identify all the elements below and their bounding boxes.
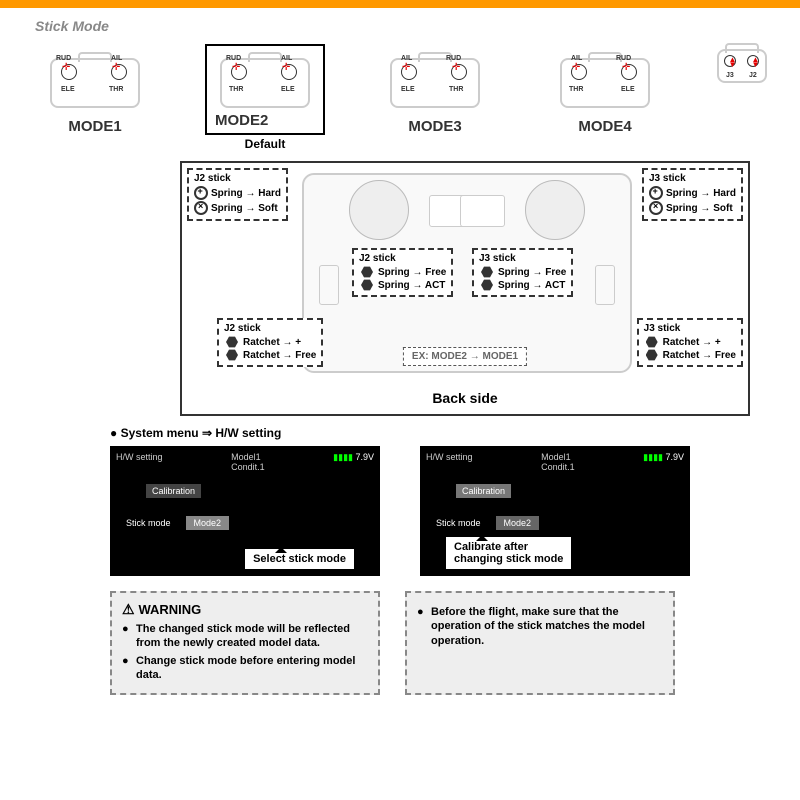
- stick-mode-label: Stick mode: [126, 518, 171, 528]
- menu-path: System menu ⇒ H/W setting: [110, 426, 800, 440]
- mode-label: MODE4: [578, 118, 631, 135]
- calibration-button[interactable]: Calibration: [146, 484, 201, 498]
- mode-select[interactable]: Mode2: [186, 516, 230, 530]
- modes-row: ✛ RUD ELE ✛ AIL THR MODE1 ✛ RUD THR ✛: [0, 44, 800, 151]
- back-side-title: Back side: [432, 390, 497, 406]
- screen-calibrate: H/W setting Model1Condit.1 ▮▮▮▮ 7.9V Cal…: [420, 446, 690, 576]
- transmitter-icon: ✛ AIL ELE ✛ RUD THR: [385, 50, 485, 110]
- stick-mode-label: Stick mode: [436, 518, 481, 528]
- transmitter-mini-icon: ▲▼ J3 ▲▼ J2: [715, 44, 770, 84]
- callout-j3-spring-freeact: J3 stick Spring → Free Spring → ACT: [472, 248, 573, 297]
- callout-j2-ratchet: J2 stick Ratchet → + Ratchet → Free: [217, 318, 323, 367]
- mode3: ✛ AIL ELE ✛ RUD THR MODE3: [375, 44, 495, 135]
- section-title: Stick Mode: [35, 18, 800, 34]
- mode-label: MODE3: [408, 118, 461, 135]
- mini-mode: ▲▼ J3 ▲▼ J2: [715, 44, 770, 84]
- warning-box-1: WARNING The changed stick mode will be r…: [110, 591, 380, 695]
- mode-select[interactable]: Mode2: [496, 516, 540, 530]
- default-label: Default: [245, 137, 286, 151]
- screen-select-mode: H/W setting Model1Condit.1 ▮▮▮▮ 7.9V Cal…: [110, 446, 380, 576]
- warning-item: The changed stick mode will be reflected…: [122, 622, 368, 651]
- warning-title: WARNING: [122, 601, 368, 618]
- speech-select-mode: Select stick mode: [244, 548, 355, 570]
- callout-j3-spring-hardsoft: J3 stick Spring → Hard Spring → Soft: [642, 168, 743, 221]
- mode2: ✛ RUD THR ✛ AIL ELE MODE2 Default: [205, 44, 325, 151]
- callout-j2-spring-freeact: J2 stick Spring → Free Spring → ACT: [352, 248, 453, 297]
- transmitter-icon: ✛ RUD ELE ✛ AIL THR: [45, 50, 145, 110]
- example-label: EX: MODE2 → MODE1: [403, 347, 527, 366]
- transmitter-icon: ✛ RUD THR ✛ AIL ELE: [215, 50, 315, 110]
- top-accent-bar: [0, 0, 800, 8]
- mode-label: MODE2: [215, 112, 315, 129]
- warning-item: Before the flight, make sure that the op…: [417, 605, 663, 648]
- transmitter-icon: ✛ AIL THR ✛ RUD ELE: [555, 50, 655, 110]
- calibration-button[interactable]: Calibration: [456, 484, 511, 498]
- back-side-diagram: J2 stick Spring → Hard Spring → Soft J3 …: [180, 161, 750, 416]
- warnings-row: WARNING The changed stick mode will be r…: [0, 591, 800, 695]
- callout-j3-ratchet: J3 stick Ratchet → + Ratchet → Free: [637, 318, 743, 367]
- speech-calibrate: Calibrate afterchanging stick mode: [445, 536, 572, 570]
- warning-item: Change stick mode before entering model …: [122, 654, 368, 683]
- callout-j2-spring-hardsoft: J2 stick Spring → Hard Spring → Soft: [187, 168, 288, 221]
- mode1: ✛ RUD ELE ✛ AIL THR MODE1: [35, 44, 155, 135]
- screens-row: H/W setting Model1Condit.1 ▮▮▮▮ 7.9V Cal…: [0, 446, 800, 576]
- warning-box-2: Before the flight, make sure that the op…: [405, 591, 675, 695]
- mode-label: MODE1: [68, 118, 121, 135]
- mode4: ✛ AIL THR ✛ RUD ELE MODE4: [545, 44, 665, 135]
